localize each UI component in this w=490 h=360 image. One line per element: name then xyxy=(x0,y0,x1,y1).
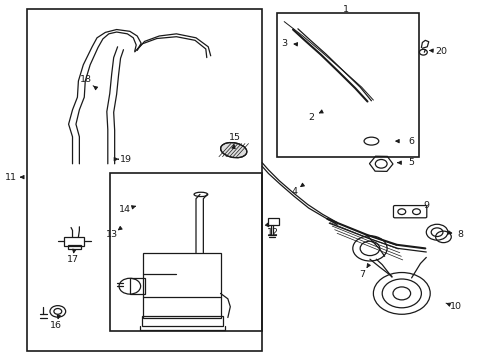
Text: 10: 10 xyxy=(450,302,462,311)
Text: 3: 3 xyxy=(281,39,287,48)
Text: 15: 15 xyxy=(229,133,241,142)
Text: 17: 17 xyxy=(67,256,78,264)
Text: 4: 4 xyxy=(291,187,297,196)
Text: 19: 19 xyxy=(121,155,132,163)
Text: 9: 9 xyxy=(423,202,429,210)
Text: 14: 14 xyxy=(119,205,131,214)
Ellipse shape xyxy=(220,143,247,158)
Text: 5: 5 xyxy=(409,158,415,167)
Text: 7: 7 xyxy=(360,270,366,279)
Text: 20: 20 xyxy=(435,47,447,56)
Text: 1: 1 xyxy=(343,5,348,14)
Text: 13: 13 xyxy=(106,230,118,239)
Text: 2: 2 xyxy=(308,112,314,122)
Text: 12: 12 xyxy=(268,228,279,237)
Text: 16: 16 xyxy=(50,321,62,330)
Text: 8: 8 xyxy=(458,230,464,239)
Text: 6: 6 xyxy=(409,137,415,146)
Text: 11: 11 xyxy=(5,173,17,182)
Text: 18: 18 xyxy=(80,76,92,85)
